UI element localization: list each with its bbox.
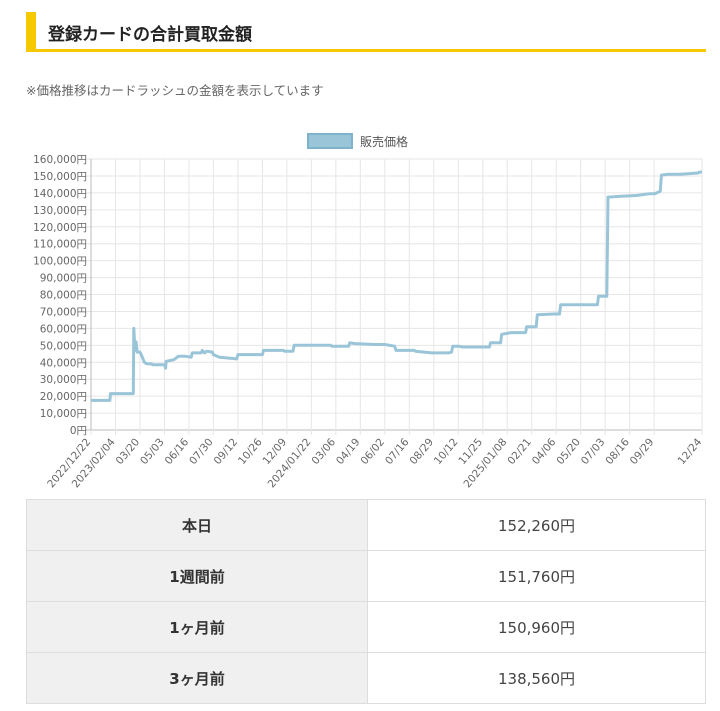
y-tick-label: 140,000円 (33, 188, 87, 200)
x-tick-label: 04/06 (530, 436, 559, 467)
y-tick-label: 160,000円 (33, 154, 87, 166)
x-tick-label: 03/20 (114, 436, 143, 467)
section-title: 登録カードの合計買取金額 (48, 25, 252, 45)
x-tick-label: 10/26 (236, 436, 265, 467)
chart-legend[interactable]: 販売価格 (307, 133, 408, 149)
x-tick-label: 10/12 (432, 436, 461, 467)
x-tick-label: 08/16 (603, 436, 632, 467)
x-tick-label: 07/30 (187, 436, 216, 467)
x-tick-label: 08/29 (407, 436, 436, 467)
x-tick-label: 06/16 (163, 436, 192, 467)
chart-grid (86, 158, 703, 435)
price-summary-table: 本日 152,260円 1週間前 151,760円 1ヶ月前 150,960円 … (26, 499, 706, 704)
row-value-today: 152,260円 (367, 499, 706, 551)
x-axis: 2022/12/222023/02/0403/2005/0306/1607/30… (45, 436, 704, 490)
y-tick-label: 100,000円 (33, 256, 87, 268)
table-row: 1ヶ月前 150,960円 (26, 601, 706, 653)
x-tick-label: 04/19 (334, 436, 363, 467)
y-tick-label: 120,000円 (33, 222, 87, 234)
price-history-chart: 販売価格 0円 10,000円 20,000円 30,000円 40,000円 50,00… (33, 133, 704, 490)
table-row: 本日 152,260円 (26, 499, 706, 551)
y-tick-label: 10,000円 (40, 408, 87, 420)
row-label-1-month-ago: 1ヶ月前 (26, 601, 368, 653)
table-row: 1週間前 151,760円 (26, 550, 706, 602)
x-tick-label: 07/16 (383, 436, 412, 467)
y-tick-label: 40,000円 (40, 357, 87, 369)
y-axis: 0円 10,000円 20,000円 30,000円 40,000円 50,000円 60,… (33, 154, 87, 437)
x-tick-label: 09/29 (628, 436, 657, 467)
row-value-1-month-ago: 150,960円 (367, 601, 706, 653)
y-tick-label: 130,000円 (33, 205, 87, 217)
chart-series (91, 170, 702, 402)
y-tick-label: 150,000円 (33, 171, 87, 183)
row-value-3-months-ago: 138,560円 (367, 652, 706, 704)
y-tick-label: 110,000円 (33, 239, 87, 251)
x-tick-label: 09/12 (212, 436, 241, 467)
row-value-1-week-ago: 151,760円 (367, 550, 706, 602)
header-accent-bar (26, 12, 36, 49)
y-tick-label: 80,000円 (40, 290, 87, 302)
x-tick-label: 03/06 (309, 436, 338, 467)
row-label-1-week-ago: 1週間前 (26, 550, 368, 602)
y-tick-label: 0円 (70, 425, 87, 437)
legend-swatch[interactable] (307, 133, 353, 149)
row-label-3-months-ago: 3ヶ月前 (26, 652, 368, 704)
price-source-note: ※価格推移はカードラッシュの金額を表示しています (26, 83, 324, 98)
x-tick-label: 07/03 (579, 436, 608, 467)
x-tick-label: 12/24 (676, 436, 705, 467)
x-tick-label: 02/21 (505, 436, 534, 467)
x-tick-label: 06/02 (358, 436, 387, 467)
table-row: 3ヶ月前 138,560円 (26, 652, 706, 704)
x-tick-label: 05/03 (138, 436, 167, 467)
x-tick-label: 05/20 (554, 436, 583, 467)
y-tick-label: 70,000円 (40, 306, 87, 318)
y-tick-label: 90,000円 (40, 273, 87, 285)
section-header: 登録カードの合計買取金額 (26, 12, 706, 52)
y-tick-label: 50,000円 (40, 340, 87, 352)
series-line-price[interactable] (91, 170, 702, 402)
y-tick-label: 20,000円 (40, 391, 87, 403)
y-tick-label: 60,000円 (40, 323, 87, 335)
y-tick-label: 30,000円 (40, 374, 87, 386)
legend-label[interactable]: 販売価格 (360, 134, 408, 149)
row-label-today: 本日 (26, 499, 368, 551)
